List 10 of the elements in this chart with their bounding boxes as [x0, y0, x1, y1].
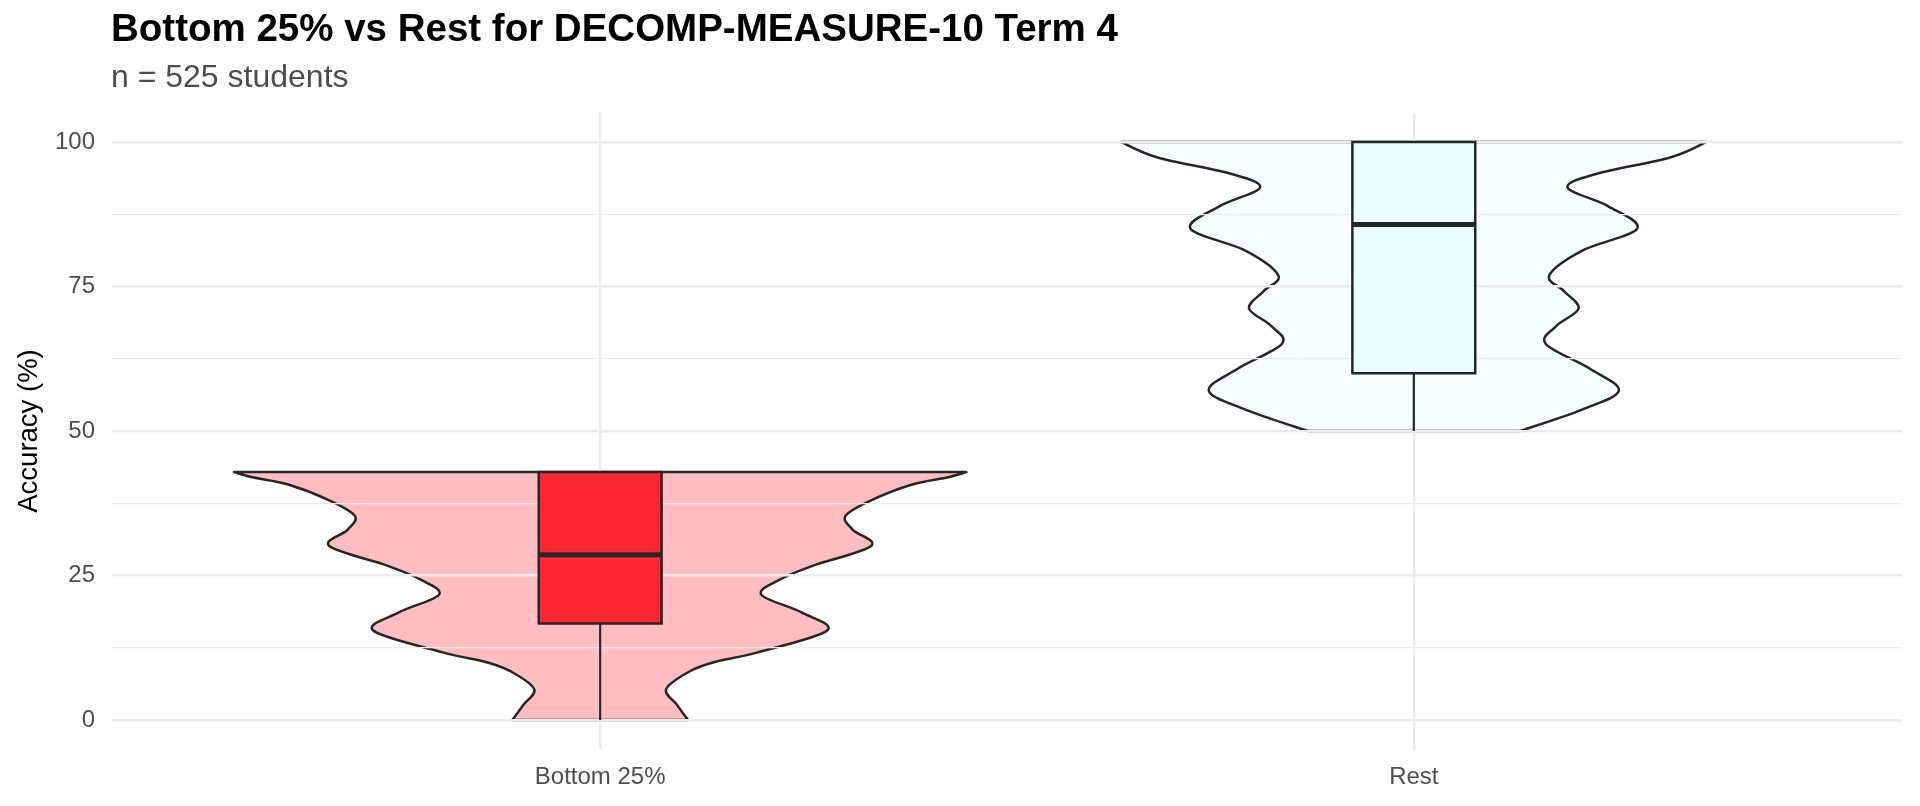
y-axis-title: Accuracy (%)	[12, 349, 44, 513]
chart-title: Bottom 25% vs Rest for DECOMP-MEASURE-10 Term 4	[111, 6, 1118, 50]
y-tick-label: 25	[68, 560, 95, 588]
y-tick-label: 75	[68, 271, 95, 299]
y-tick-label: 0	[81, 704, 95, 732]
x-tick-label: Bottom 25%	[534, 762, 666, 790]
x-tick-label: Rest	[1389, 762, 1439, 790]
y-tick-label: 100	[54, 126, 95, 154]
y-tick-label: 50	[68, 415, 95, 443]
chart-subtitle: n = 525 students	[111, 58, 349, 95]
